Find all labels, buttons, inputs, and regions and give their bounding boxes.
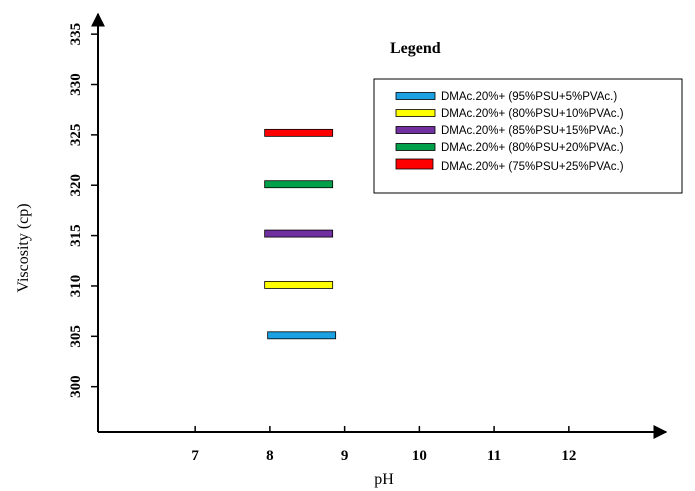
y-tick-label: 310	[68, 275, 84, 298]
x-ticks: 7 8 9 10 11 12	[191, 426, 576, 464]
legend-swatch	[395, 92, 436, 100]
data-bar	[264, 128, 334, 137]
legend-entry-label: DMAc.20%+ (80%PSU+20%PVAc.)	[441, 142, 624, 154]
y-tick-label: 325	[68, 124, 84, 147]
data-bar	[267, 331, 337, 340]
y-tick-label: 315	[68, 224, 84, 247]
data-bar	[264, 180, 334, 189]
legend-entry-label: DMAc.20%+ (95%PSU+5%PVAc.)	[441, 91, 617, 103]
legend-swatch	[395, 109, 436, 117]
x-tick-label: 10	[412, 448, 427, 464]
data-bar	[264, 229, 334, 238]
y-tick-label: 305	[68, 325, 84, 348]
y-axis-label: Viscosity (cp)	[15, 203, 32, 292]
y-ticks: 300 305 310 315 320 325 330 335	[68, 23, 98, 398]
x-tick-label: 12	[561, 448, 576, 464]
x-tick-label: 7	[191, 448, 199, 464]
legend-entry-label: DMAc.20%+ (80%PSU+10%PVAc.)	[441, 108, 624, 120]
legend-title: Legend	[390, 40, 441, 57]
legend-box	[373, 78, 683, 194]
x-tick-label: 9	[341, 448, 349, 464]
x-axis-label: pH	[374, 471, 394, 488]
legend-entry-label: DMAc.20%+ (75%PSU+25%PVAc.)	[441, 161, 624, 173]
legend-swatch	[395, 126, 436, 134]
legend-items: DMAc.20%+ (95%PSU+5%PVAc.) DMAc.20%+ (80%…	[395, 91, 624, 173]
x-tick-label: 8	[266, 448, 274, 464]
y-tick-label: 330	[68, 73, 84, 96]
data-bar	[264, 281, 334, 289]
legend-swatch	[395, 143, 436, 151]
legend-entry-label: DMAc.20%+ (85%PSU+15%PVAc.)	[441, 125, 624, 137]
y-tick-label: 300	[68, 375, 84, 398]
y-tick-label: 320	[68, 174, 84, 197]
x-tick-label: 11	[487, 448, 501, 464]
legend-swatch	[395, 158, 434, 170]
data-bars	[264, 128, 337, 340]
y-tick-label: 335	[68, 23, 84, 46]
